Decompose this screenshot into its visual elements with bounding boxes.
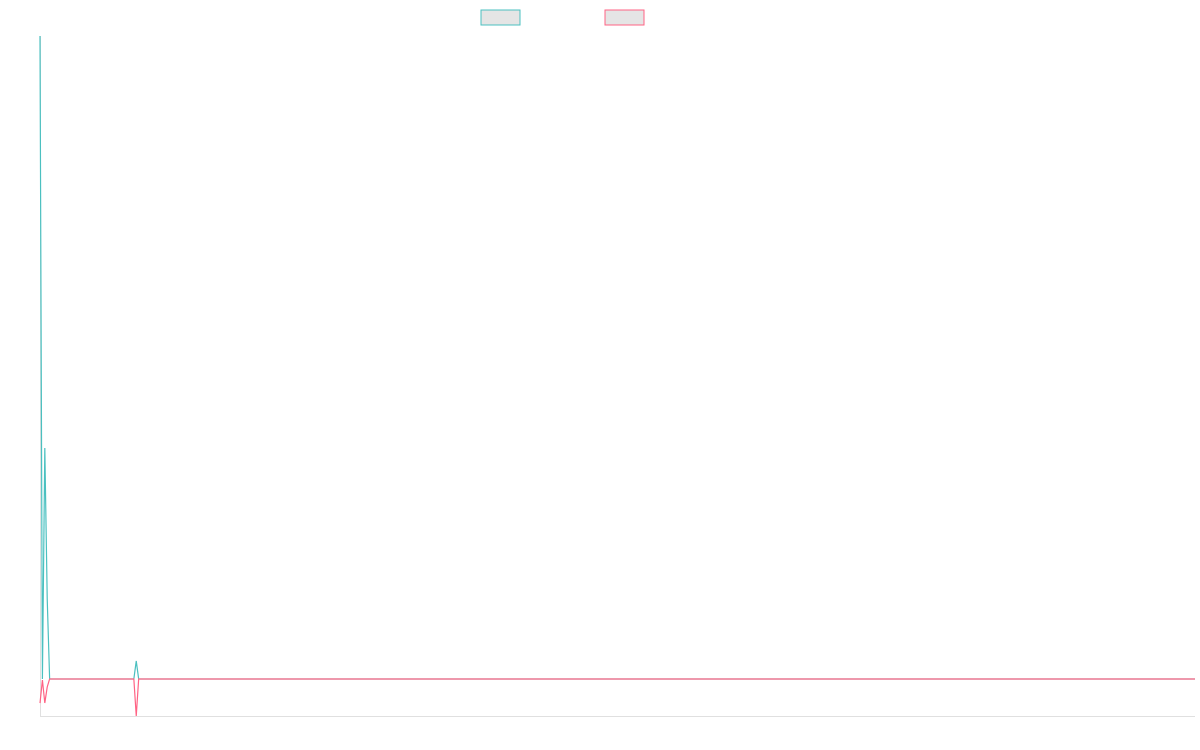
legend [480, 9, 645, 26]
legend-swatch-1[interactable] [480, 9, 521, 26]
series-group [39, 35, 1195, 717]
legend-swatch-2[interactable] [604, 9, 645, 26]
series-line-2 [39, 678, 1195, 717]
series-line-1 [39, 35, 1195, 680]
